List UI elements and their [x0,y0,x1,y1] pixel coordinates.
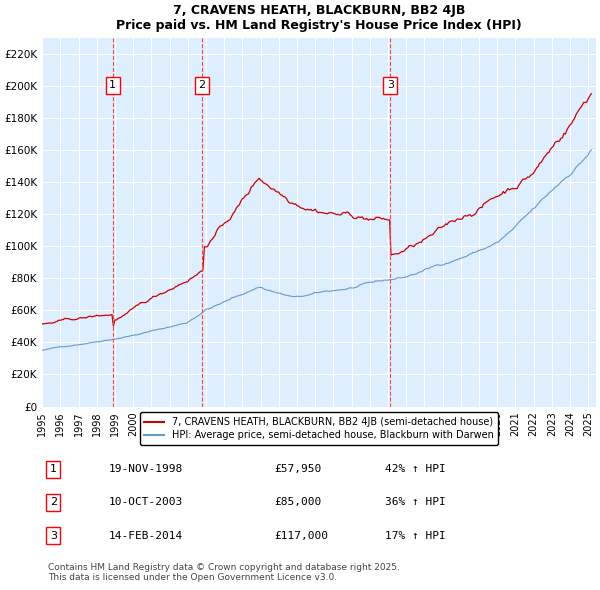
Text: 1: 1 [50,464,57,474]
Text: Contains HM Land Registry data © Crown copyright and database right 2025.
This d: Contains HM Land Registry data © Crown c… [47,563,400,582]
Text: 2: 2 [198,80,205,90]
Text: 14-FEB-2014: 14-FEB-2014 [109,530,183,540]
Legend: 7, CRAVENS HEATH, BLACKBURN, BB2 4JB (semi-detached house), HPI: Average price, : 7, CRAVENS HEATH, BLACKBURN, BB2 4JB (se… [140,412,499,445]
Text: 36% ↑ HPI: 36% ↑ HPI [385,497,446,507]
Text: 1: 1 [109,80,116,90]
Text: 3: 3 [50,530,57,540]
Text: 10-OCT-2003: 10-OCT-2003 [109,497,183,507]
Text: 42% ↑ HPI: 42% ↑ HPI [385,464,446,474]
Text: 2: 2 [50,497,57,507]
Text: £85,000: £85,000 [275,497,322,507]
Text: 3: 3 [387,80,394,90]
Text: £117,000: £117,000 [275,530,329,540]
Title: 7, CRAVENS HEATH, BLACKBURN, BB2 4JB
Price paid vs. HM Land Registry's House Pri: 7, CRAVENS HEATH, BLACKBURN, BB2 4JB Pri… [116,4,522,32]
Text: 19-NOV-1998: 19-NOV-1998 [109,464,183,474]
Text: £57,950: £57,950 [275,464,322,474]
Text: 17% ↑ HPI: 17% ↑ HPI [385,530,446,540]
